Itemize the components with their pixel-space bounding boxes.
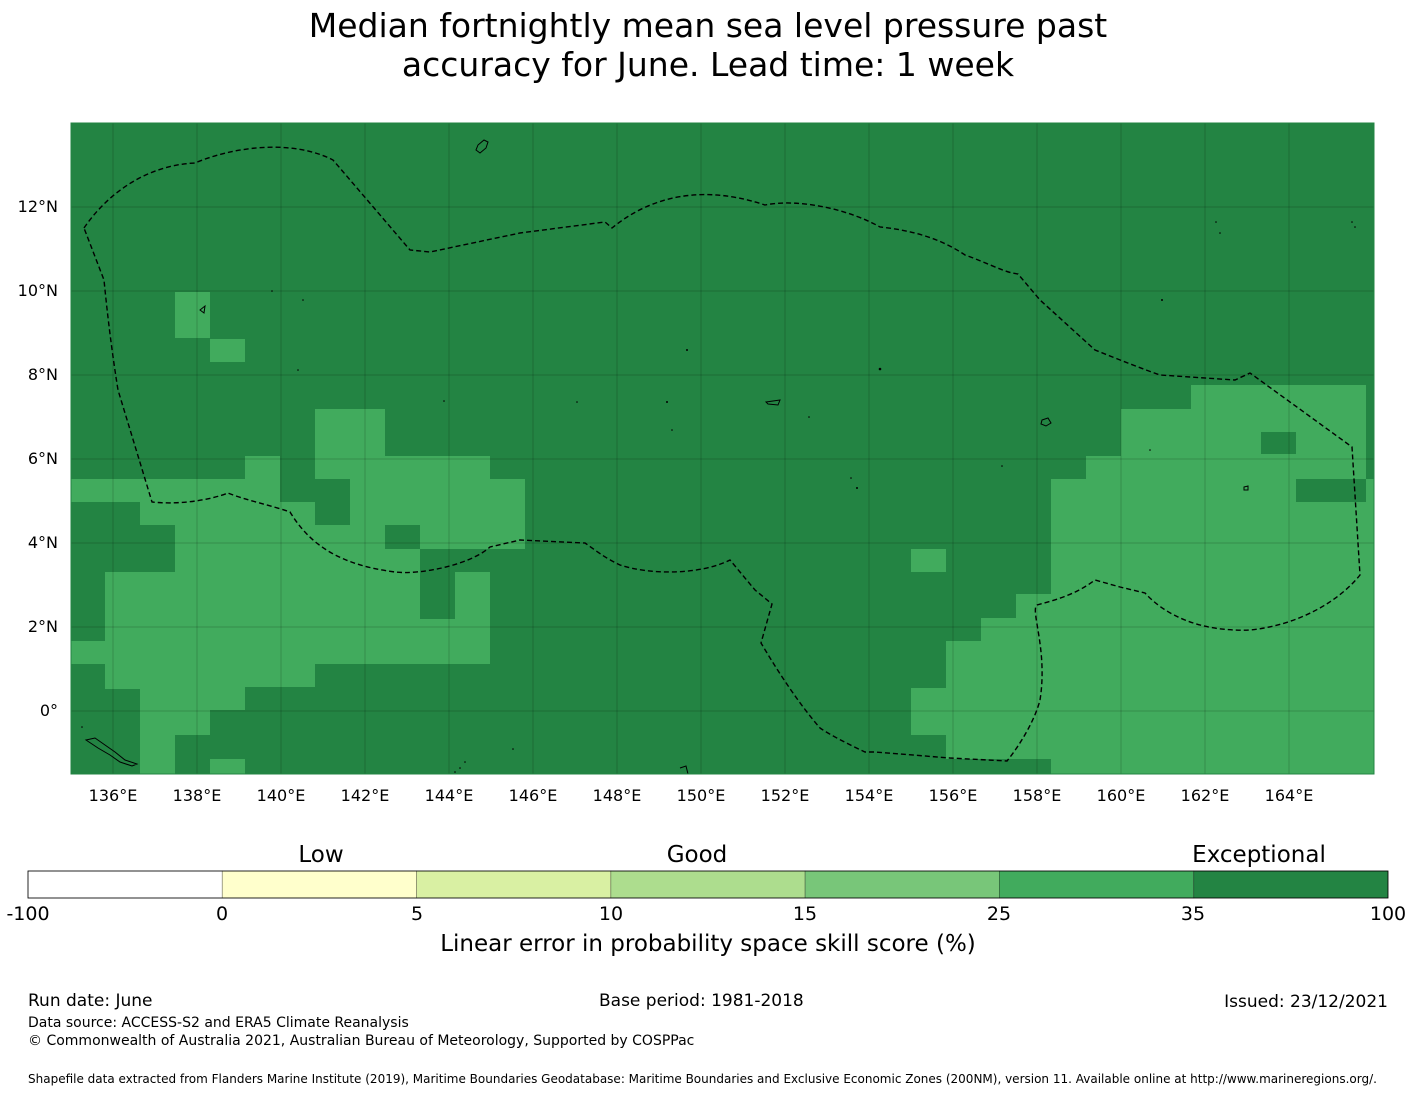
lon-tick-label: 162°E xyxy=(1181,786,1230,805)
lat-tick-label: 4°N xyxy=(28,533,58,552)
colorbar-tick: 100 xyxy=(1369,903,1407,925)
lon-tick-label: 148°E xyxy=(593,786,642,805)
category-good: Good xyxy=(666,842,728,868)
colorbar-segment xyxy=(1193,870,1389,899)
lat-tick-label: 6°N xyxy=(28,449,58,468)
colorbar-tick: 10 xyxy=(598,903,624,925)
good-skill-regions xyxy=(71,292,1374,774)
lon-tick-label: 142°E xyxy=(341,786,390,805)
colorbar-tick: 35 xyxy=(1180,903,1206,925)
colorbar-frame xyxy=(27,870,1389,899)
lon-tick-label: 140°E xyxy=(257,786,306,805)
lon-tick-label: 138°E xyxy=(173,786,222,805)
colorbar-segment xyxy=(999,870,1195,899)
lon-tick-label: 164°E xyxy=(1265,786,1314,805)
colorbar-tick: 25 xyxy=(986,903,1012,925)
exceptional-patches xyxy=(71,432,1366,774)
lon-tick-label: 150°E xyxy=(677,786,726,805)
lon-tick-label: 158°E xyxy=(1013,786,1062,805)
colorbar-segment xyxy=(221,870,417,899)
lat-tick-label: 0° xyxy=(40,701,58,720)
islands xyxy=(84,139,1249,775)
run-date: Run date: June xyxy=(28,991,153,1011)
colorbar-segment xyxy=(804,870,1000,899)
shapefile-credit: Shapefile data extracted from Flanders M… xyxy=(28,1072,1377,1086)
latitude-axis: 12°N 10°N 8°N 6°N 4°N 2°N 0° xyxy=(18,197,58,720)
lon-tick-label: 146°E xyxy=(509,786,558,805)
lat-tick-label: 2°N xyxy=(28,617,58,636)
lon-tick-label: 154°E xyxy=(845,786,894,805)
colorbar-segment xyxy=(416,870,612,899)
lon-tick-label: 156°E xyxy=(929,786,978,805)
skill-map: 136°E 138°E 140°E 142°E 144°E 146°E 148°… xyxy=(18,122,1375,805)
category-exceptional: Exceptional xyxy=(1192,842,1326,868)
atoll-dots xyxy=(81,221,1356,773)
map-frame xyxy=(70,122,1375,775)
lon-tick-label: 160°E xyxy=(1097,786,1146,805)
gridlines xyxy=(71,123,1374,774)
title-line-2: accuracy for June. Lead time: 1 week xyxy=(401,45,1015,84)
lat-tick-label: 10°N xyxy=(18,281,58,300)
colorbar-segment xyxy=(27,870,223,899)
lat-tick-label: 12°N xyxy=(18,197,58,216)
base-period: Base period: 1981-2018 xyxy=(599,991,804,1011)
colorbar-tick: 15 xyxy=(792,903,818,925)
colorbar-tick: 0 xyxy=(215,903,229,925)
longitude-axis: 136°E 138°E 140°E 142°E 144°E 146°E 148°… xyxy=(89,786,1314,805)
lon-tick-label: 136°E xyxy=(89,786,138,805)
colorbar-segments xyxy=(27,870,1389,899)
issued-date: Issued: 23/12/2021 xyxy=(1224,992,1388,1012)
copyright: © Commonwealth of Australia 2021, Austra… xyxy=(28,1033,695,1049)
map-title: Median fortnightly mean sea level pressu… xyxy=(0,6,1416,84)
lon-tick-label: 152°E xyxy=(761,786,810,805)
colorbar-tick: 5 xyxy=(410,903,424,925)
title-line-1: Median fortnightly mean sea level pressu… xyxy=(308,6,1108,45)
colorbar-segment xyxy=(610,870,806,899)
colorbar-label: Linear error in probability space skill … xyxy=(440,931,976,957)
lat-tick-label: 8°N xyxy=(28,365,58,384)
data-source: Data source: ACCESS-S2 and ERA5 Climate … xyxy=(28,1015,409,1031)
colorbar-tick: -100 xyxy=(6,903,50,925)
category-low: Low xyxy=(298,842,344,868)
eez-boundary xyxy=(83,146,1361,762)
lon-tick-label: 144°E xyxy=(425,786,474,805)
